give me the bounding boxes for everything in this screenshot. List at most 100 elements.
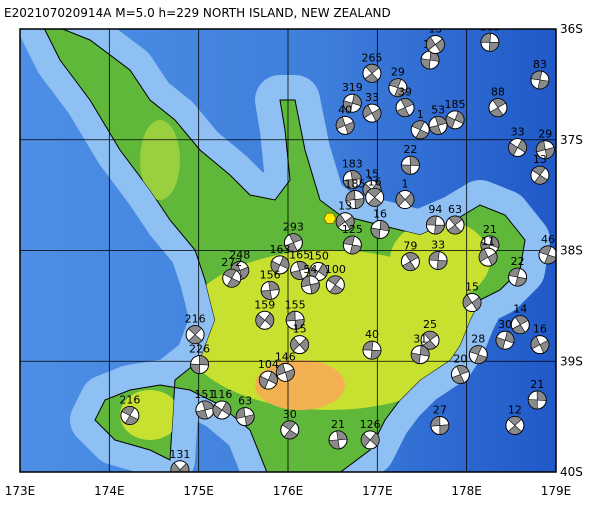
depth-label: 30	[283, 408, 297, 421]
compression-quadrant	[428, 116, 448, 135]
depth-label: 1	[402, 178, 409, 191]
compression-quadrant	[285, 310, 305, 330]
depth-label: 88	[491, 86, 505, 99]
depth-label: 53	[431, 103, 445, 116]
depth-label: 116	[211, 388, 232, 401]
depth-label: 16	[533, 323, 547, 336]
compression-quadrant	[345, 190, 365, 209]
depth-label: 272	[221, 256, 242, 269]
depth-label: 151	[194, 388, 215, 401]
depth-label: 21	[483, 223, 497, 236]
compression-quadrant	[259, 371, 278, 389]
compression-quadrant	[402, 252, 419, 271]
compression-quadrant	[480, 33, 500, 52]
compression-quadrant	[290, 261, 309, 280]
depth-label: 33	[431, 238, 445, 251]
depth-label: 126	[360, 418, 381, 431]
compression-quadrant	[478, 248, 498, 266]
compression-quadrant	[530, 70, 550, 90]
title: E202107020914A M=5.0 h=229 NORTH ISLAND,…	[4, 6, 391, 20]
x-tick-label: 173E	[5, 484, 36, 498]
depth-label: 13	[338, 200, 352, 213]
compression-quadrant	[507, 416, 523, 435]
compression-quadrant	[495, 331, 515, 350]
depth-label: 40	[338, 103, 352, 116]
y-tick-label: 40S	[560, 465, 583, 479]
compression-quadrant	[538, 245, 556, 265]
depth-label: 104	[258, 358, 279, 371]
x-tick-label: 176E	[273, 484, 304, 498]
compression-quadrant	[411, 120, 429, 140]
compression-quadrant	[190, 355, 209, 374]
depth-label: 21	[530, 378, 544, 391]
compression-quadrant	[301, 275, 320, 295]
depth-label: 29	[538, 128, 552, 141]
compression-quadrant	[370, 220, 390, 239]
compression-quadrant	[170, 462, 190, 472]
compression-quadrant	[469, 345, 488, 364]
depth-label: 25	[423, 318, 437, 331]
compression-quadrant	[462, 294, 482, 311]
depth-label: 39	[398, 86, 412, 99]
x-tick-label: 174E	[94, 484, 125, 498]
depth-label: 20	[453, 353, 467, 366]
depth-label: 185	[445, 98, 466, 111]
x-tick-label: 177E	[362, 484, 393, 498]
depth-label: 183	[342, 158, 363, 171]
depth-label: 11	[481, 235, 495, 248]
x-tick-label: 178E	[451, 484, 482, 498]
depth-label: 15	[465, 281, 479, 294]
depth-label: 33	[365, 91, 379, 104]
compression-quadrant	[235, 407, 255, 426]
depth-label: 1	[417, 108, 424, 121]
x-tick-label: 175E	[183, 484, 214, 498]
compression-quadrant	[527, 390, 547, 410]
depth-label: 29	[391, 66, 405, 79]
depth-label: 146	[275, 350, 296, 363]
compression-quadrant	[284, 233, 303, 253]
compression-quadrant	[343, 170, 362, 189]
depth-label: 319	[342, 81, 363, 94]
compression-quadrant	[121, 406, 139, 425]
compression-quadrant	[362, 340, 382, 360]
compression-quadrant	[270, 256, 290, 274]
depth-label: 125	[342, 223, 363, 236]
compression-quadrant	[343, 94, 362, 113]
y-tick-label: 39S	[560, 354, 583, 368]
compression-quadrant	[430, 416, 450, 435]
compression-quadrant	[396, 98, 414, 117]
depth-label: 156	[260, 268, 281, 281]
compression-quadrant	[281, 420, 298, 440]
compression-quadrant	[395, 192, 415, 207]
compression-quadrant	[290, 337, 309, 352]
depth-label: 293	[283, 221, 304, 234]
depth-label: 13	[428, 23, 442, 36]
depth-label: 63	[448, 203, 462, 216]
compression-quadrant	[401, 155, 420, 175]
depth-label: 30	[498, 318, 512, 331]
compression-quadrant	[362, 104, 382, 122]
depth-label: 248	[229, 248, 250, 261]
map-frame	[19, 28, 557, 473]
depth-label: 155	[285, 298, 306, 311]
depth-label: 185	[479, 20, 500, 33]
depth-label: 79	[403, 240, 417, 253]
compression-quadrant	[535, 140, 555, 159]
compression-quadrant	[451, 365, 470, 384]
compression-quadrant	[508, 139, 527, 156]
compression-quadrant	[508, 267, 527, 287]
compression-quadrant	[410, 345, 430, 364]
depth-label: 216	[119, 394, 140, 407]
compression-quadrant	[327, 275, 344, 295]
compression-quadrant	[343, 235, 362, 255]
depth-label: 12	[508, 403, 522, 416]
compression-quadrant	[255, 312, 275, 328]
x-tick-label: 179E	[541, 484, 572, 498]
depth-label: 94	[428, 203, 442, 216]
depth-label: 16	[373, 207, 387, 220]
depth-label: 100	[325, 263, 346, 276]
depth-label: 16	[368, 175, 382, 188]
compression-quadrant	[426, 215, 445, 235]
y-tick-label: 38S	[560, 244, 583, 258]
